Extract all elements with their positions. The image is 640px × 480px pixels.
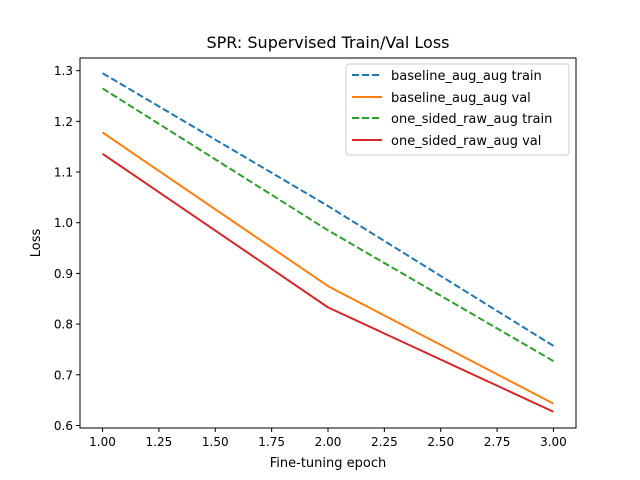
x-tick-label: 1.25: [146, 435, 173, 449]
y-axis-ticks: 0.6 0.7 0.8 0.9 1.0 1.1 1.2 1.3: [54, 64, 80, 433]
x-tick-label: 2.50: [427, 435, 454, 449]
legend-label-baseline-train: baseline_aug_aug train: [391, 69, 542, 84]
x-tick-label: 3.00: [540, 435, 567, 449]
y-axis-label: Loss: [29, 229, 44, 258]
series-line-one-sided-raw-aug-val: [103, 154, 554, 412]
y-tick-label: 0.8: [54, 318, 73, 332]
x-axis-ticks: 1.00 1.25 1.50 1.75 2.00 2.25 2.50 2.75 3.00: [89, 428, 567, 449]
y-tick-label: 1.1: [54, 166, 73, 180]
x-tick-label: 2.00: [315, 435, 342, 449]
y-tick-label: 0.9: [54, 267, 73, 281]
legend-label-one-sided-train: one_sided_raw_aug train: [391, 112, 552, 127]
y-tick-label: 1.2: [54, 115, 73, 129]
legend-label-one-sided-val: one_sided_raw_aug val: [391, 134, 541, 149]
legend: baseline_aug_aug train baseline_aug_aug …: [346, 64, 569, 155]
series-line-baseline-aug-aug-val: [103, 133, 554, 404]
x-tick-label: 1.50: [202, 435, 229, 449]
chart-title: SPR: Supervised Train/Val Loss: [206, 33, 449, 52]
legend-label-baseline-val: baseline_aug_aug val: [391, 91, 531, 106]
x-tick-label: 1.00: [89, 435, 116, 449]
y-tick-label: 1.3: [54, 64, 73, 78]
x-axis-label: Fine-tuning epoch: [270, 456, 386, 471]
y-tick-label: 1.0: [54, 216, 73, 230]
x-tick-label: 1.75: [258, 435, 285, 449]
y-tick-label: 0.6: [54, 419, 73, 433]
x-tick-label: 2.25: [371, 435, 398, 449]
x-tick-label: 2.75: [484, 435, 511, 449]
y-tick-label: 0.7: [54, 368, 73, 382]
